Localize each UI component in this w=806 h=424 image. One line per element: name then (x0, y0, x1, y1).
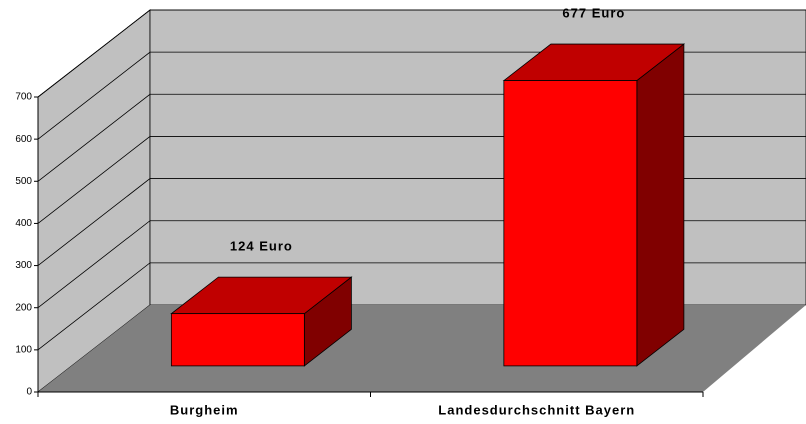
value-label: 124 Euro (230, 239, 293, 254)
bar (503, 80, 638, 367)
y-tick-label: 100 (15, 344, 32, 355)
floor (38, 305, 806, 392)
x-tick-label: Landesdurchschnitt Bayern (438, 402, 635, 417)
y-tick-label: 0 (26, 387, 32, 398)
bar (170, 313, 305, 367)
y-tick-label: 300 (15, 260, 32, 271)
y-tick-label: 700 (15, 92, 32, 103)
y-tick-label: 400 (15, 218, 32, 229)
y-tick-label: 600 (15, 134, 32, 145)
y-tick-label: 200 (15, 302, 32, 313)
grid-line (37, 9, 806, 98)
back-wall (149, 9, 806, 306)
y-tick-label: 500 (15, 176, 32, 187)
bar-side (636, 43, 685, 367)
value-label: 677 Euro (562, 5, 625, 20)
x-tick-label: Burgheim (170, 402, 239, 417)
